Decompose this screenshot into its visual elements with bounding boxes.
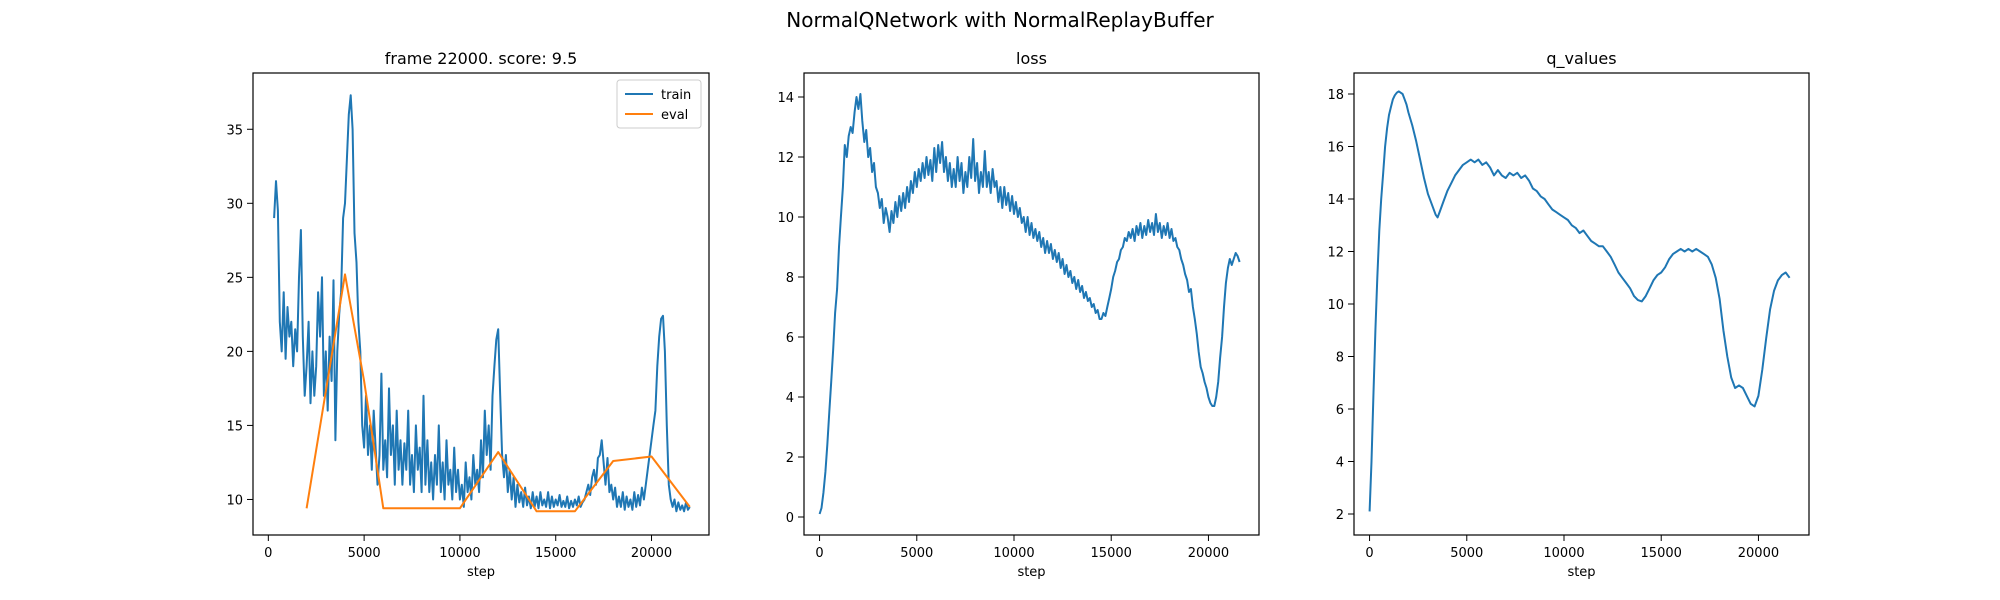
s0-line bbox=[818, 93, 1241, 515]
x-tick-label: 5000 bbox=[1450, 546, 1483, 561]
x-tick-label: 5000 bbox=[348, 546, 381, 561]
x-tick-label: 0 bbox=[1365, 546, 1373, 561]
x-axis-label: step bbox=[1017, 565, 1045, 580]
y-tick-label: 6 bbox=[1336, 403, 1344, 418]
x-axis-label: step bbox=[467, 565, 495, 580]
x-tick-label: 0 bbox=[815, 546, 823, 561]
legend-box bbox=[616, 79, 702, 129]
chart-panel-q-values: q_values 0 5000 10000 15000 20000 2 4 6 8 10 12 14 16… bbox=[1327, 49, 1810, 580]
legend: train eval bbox=[616, 79, 702, 129]
y-tick-label: 18 bbox=[1327, 88, 1344, 103]
x-tick-label: 5000 bbox=[900, 546, 933, 561]
legend-label-eval: eval bbox=[661, 108, 688, 123]
chart-title: q_values bbox=[1546, 49, 1616, 69]
y-tick-label: 30 bbox=[226, 197, 243, 212]
s0-line bbox=[1368, 90, 1791, 512]
axes-frame bbox=[803, 72, 1260, 536]
x-tick-label: 15000 bbox=[1641, 546, 1682, 561]
chart-panel-loss: loss 0 5000 10000 15000 20000 0 2 4 6 8 10 12 14 step bbox=[777, 49, 1260, 580]
x-tick-label: 20000 bbox=[631, 546, 672, 561]
x-tick-label: 10000 bbox=[1543, 546, 1584, 561]
x-axis-label: step bbox=[1567, 565, 1595, 580]
y-tick-label: 6 bbox=[786, 331, 794, 346]
y-tick-label: 2 bbox=[1336, 508, 1344, 523]
y-tick-label: 10 bbox=[1327, 298, 1344, 313]
s1-line-eval bbox=[305, 273, 691, 513]
s0-line-train bbox=[273, 94, 691, 513]
y-tick-label: 4 bbox=[786, 391, 794, 406]
y-tick-label: 10 bbox=[226, 493, 243, 508]
chart-title: loss bbox=[1016, 49, 1047, 68]
legend-label-train: train bbox=[661, 88, 691, 103]
x-tick-label: 20000 bbox=[1188, 546, 1229, 561]
axes-frame bbox=[1353, 72, 1810, 536]
x-tick-label: 10000 bbox=[993, 546, 1034, 561]
y-tick-label: 2 bbox=[786, 451, 794, 466]
y-tick-label: 12 bbox=[1327, 246, 1344, 261]
y-tick-label: 4 bbox=[1336, 456, 1344, 471]
y-tick-label: 15 bbox=[226, 419, 243, 434]
y-tick-label: 0 bbox=[786, 511, 794, 526]
x-tick-label: 15000 bbox=[1091, 546, 1132, 561]
y-tick-label: 10 bbox=[777, 211, 794, 226]
y-tick-label: 8 bbox=[1336, 351, 1344, 366]
y-tick-label: 12 bbox=[777, 151, 794, 166]
x-tick-label: 20000 bbox=[1738, 546, 1779, 561]
axes-frame bbox=[252, 72, 710, 536]
y-tick-label: 14 bbox=[777, 91, 794, 106]
y-tick-label: 35 bbox=[226, 123, 243, 138]
x-tick-label: 15000 bbox=[535, 546, 576, 561]
chart-title: frame 22000. score: 9.5 bbox=[385, 49, 578, 68]
chart-panel-train-eval: frame 22000. score: 9.5 0 5000 10000 15000 20… bbox=[226, 49, 710, 580]
y-tick-label: 25 bbox=[226, 271, 243, 286]
y-tick-label: 14 bbox=[1327, 193, 1344, 208]
y-tick-label: 20 bbox=[226, 345, 243, 360]
x-tick-label: 0 bbox=[264, 546, 272, 561]
x-tick-label: 10000 bbox=[439, 546, 480, 561]
figure-title: NormalQNetwork with NormalReplayBuffer bbox=[786, 8, 1214, 32]
y-tick-label: 16 bbox=[1327, 141, 1344, 156]
y-tick-label: 8 bbox=[786, 271, 794, 286]
